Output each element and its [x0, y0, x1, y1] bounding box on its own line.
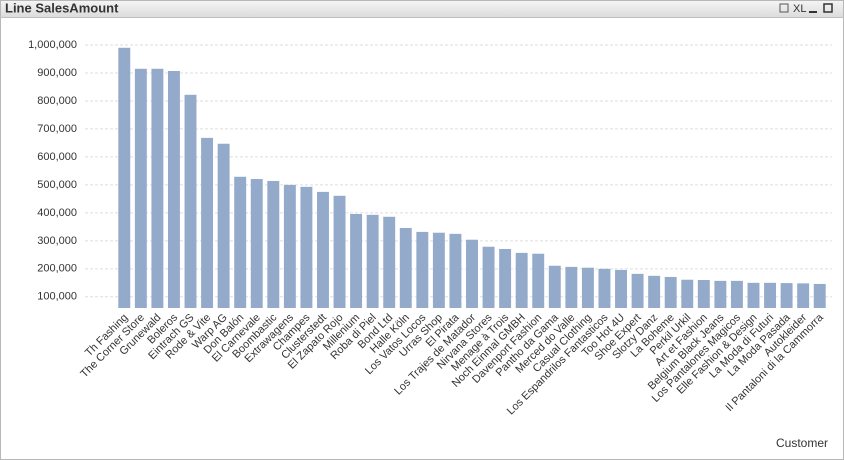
bar [134, 68, 147, 308]
bar [548, 265, 561, 308]
bar [416, 231, 429, 308]
y-tick-label: 100,000 [37, 291, 77, 303]
bar [697, 280, 710, 308]
bar [466, 239, 478, 308]
bar [780, 283, 793, 308]
bar [714, 280, 727, 308]
bar [234, 176, 247, 308]
bar [482, 246, 495, 308]
bar [681, 279, 694, 308]
y-tick-label: 700,000 [37, 123, 77, 135]
export-excel[interactable]: XL [793, 3, 806, 15]
bar [813, 283, 826, 308]
print-icon[interactable] [779, 3, 789, 13]
bar [167, 71, 180, 308]
y-tick-label: 300,000 [37, 235, 77, 247]
bar [449, 233, 462, 308]
bar [515, 252, 528, 308]
caption-bar [1, 1, 843, 17]
y-tick-label: 400,000 [37, 207, 77, 219]
bar [499, 248, 512, 308]
bar [432, 232, 445, 308]
bar [797, 283, 810, 308]
bar [267, 180, 280, 308]
bar [184, 94, 197, 308]
bar [333, 195, 346, 308]
y-tick-label: 800,000 [37, 95, 77, 107]
bar [250, 179, 263, 308]
bar [664, 276, 677, 308]
y-tick-label: 200,000 [37, 263, 77, 275]
bar [151, 68, 164, 308]
bar [598, 268, 611, 308]
bar [747, 282, 760, 308]
bar [383, 216, 396, 308]
bar [366, 214, 379, 308]
bar [201, 137, 214, 308]
bar [283, 184, 296, 308]
bar [350, 213, 363, 308]
x-axis-title: Customer [776, 436, 828, 450]
bar [581, 267, 594, 308]
y-tick-label: 500,000 [37, 179, 77, 191]
bar [317, 191, 329, 308]
bar [399, 227, 412, 308]
bar [217, 143, 230, 308]
y-tick-label: 900,000 [37, 67, 77, 79]
bar [730, 280, 743, 308]
bar [764, 282, 777, 308]
bar [631, 273, 644, 308]
bar [118, 47, 131, 309]
maximize-icon[interactable] [823, 3, 833, 13]
y-tick-label: 1,000,000 [28, 39, 77, 51]
caption-title: Line SalesAmount [5, 0, 119, 15]
bar [300, 186, 313, 308]
bar [532, 253, 545, 308]
bar [615, 269, 627, 308]
y-tick-label: 600,000 [37, 151, 77, 163]
bar [565, 266, 578, 308]
bar [648, 275, 661, 308]
